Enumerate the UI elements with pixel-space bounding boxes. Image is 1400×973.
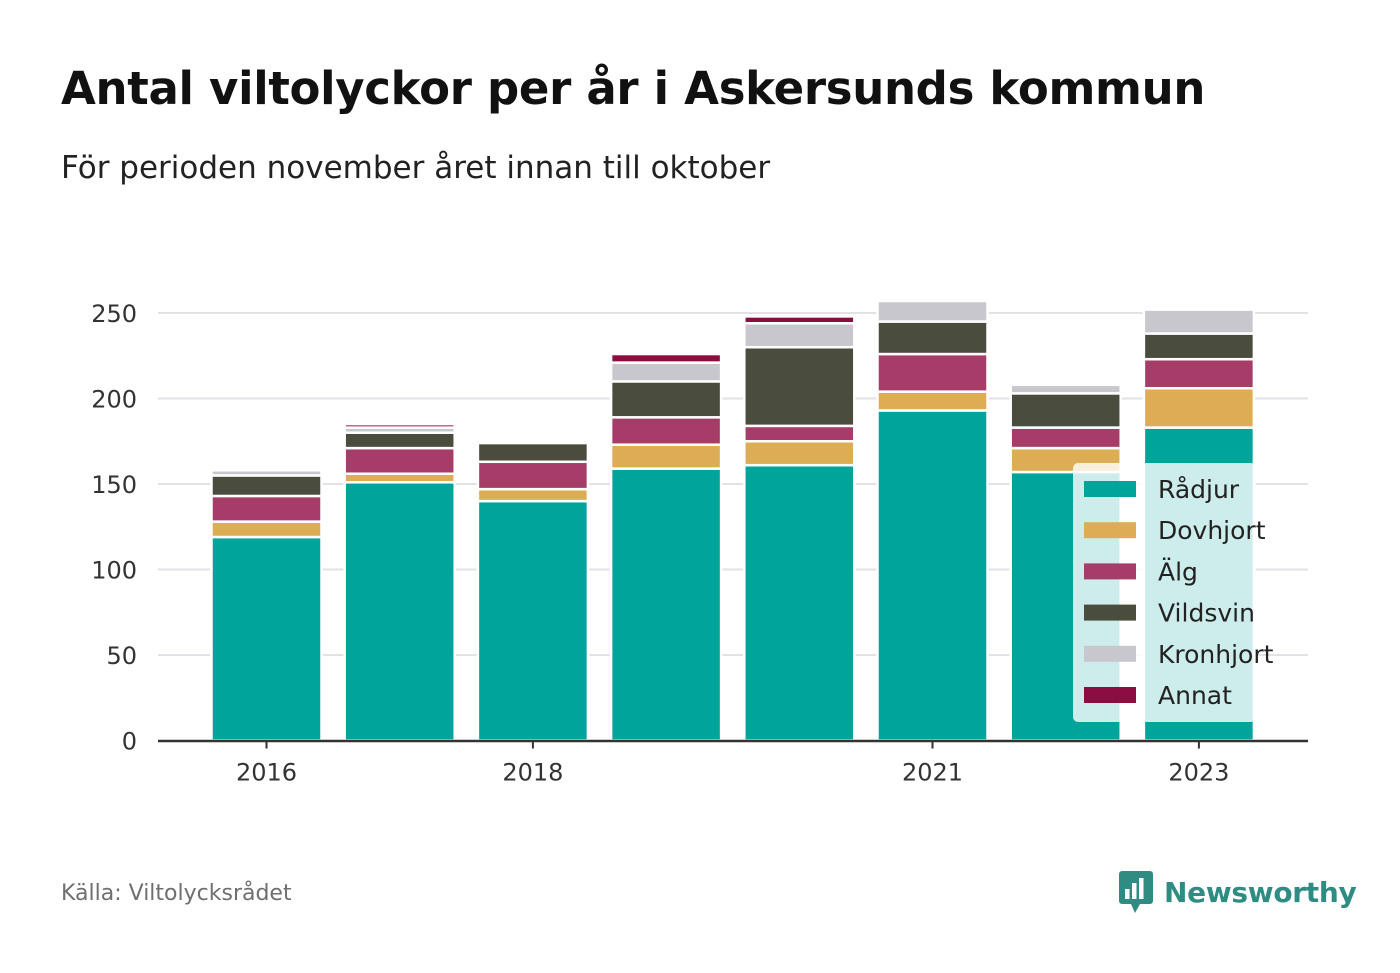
bar-segment bbox=[210, 535, 323, 742]
bar-segment bbox=[476, 499, 590, 742]
bar-segment bbox=[609, 467, 723, 742]
y-tick-label: 50 bbox=[106, 642, 137, 670]
x-axis-ticks: 2016 2018 2021 2023 bbox=[236, 741, 1229, 787]
bar-segment bbox=[1142, 386, 1256, 429]
legend-item: Älg bbox=[1084, 557, 1198, 586]
bar-segment bbox=[1142, 308, 1256, 335]
bar-segment bbox=[210, 469, 323, 477]
bar-segment bbox=[743, 322, 856, 349]
y-tick-label: 250 bbox=[91, 300, 137, 328]
legend-label: Vildsvin bbox=[1158, 599, 1255, 628]
bar-segment bbox=[609, 443, 723, 470]
bar-segment bbox=[210, 520, 323, 539]
bar-segment bbox=[343, 422, 456, 429]
bar-segment bbox=[743, 345, 856, 428]
legend: Rådjur Dovhjort Älg Vildsvin Kronhjort Annat bbox=[1073, 463, 1274, 722]
bar-segment bbox=[1009, 383, 1122, 395]
legend-item: Dovhjort bbox=[1084, 516, 1266, 545]
y-tick-label: 150 bbox=[91, 471, 137, 499]
x-tick-label: 2016 bbox=[236, 759, 297, 787]
bar-stack-2016 bbox=[210, 469, 323, 742]
x-tick-label: 2021 bbox=[902, 759, 963, 787]
legend-label: Dovhjort bbox=[1158, 516, 1266, 545]
y-tick-label: 100 bbox=[91, 557, 137, 585]
legend-label: Kronhjort bbox=[1158, 640, 1274, 669]
legend-swatch bbox=[1084, 645, 1136, 662]
brand-name: Newsworthy bbox=[1164, 875, 1357, 909]
bar-segment bbox=[876, 299, 989, 323]
legend-item: Rådjur bbox=[1084, 475, 1240, 504]
bar-segment bbox=[343, 481, 456, 742]
legend-item: Kronhjort bbox=[1084, 640, 1274, 669]
bar-stack-2018 bbox=[476, 440, 590, 742]
legend-label: Rådjur bbox=[1158, 475, 1240, 504]
bar-segment bbox=[343, 472, 456, 484]
legend-label: Annat bbox=[1158, 681, 1232, 710]
legend-swatch bbox=[1084, 563, 1136, 580]
bar-segment bbox=[1009, 426, 1122, 450]
bar-segment bbox=[743, 424, 856, 443]
x-tick-label: 2023 bbox=[1168, 759, 1229, 787]
bar-segment bbox=[609, 361, 723, 383]
bar-segment bbox=[876, 320, 989, 356]
bar-stack-2019 bbox=[609, 352, 723, 742]
bar-segment bbox=[743, 463, 856, 742]
bar-segment bbox=[343, 446, 456, 475]
bar-segment bbox=[476, 440, 590, 445]
bar-segment bbox=[609, 380, 723, 419]
chart-title: Antal viltolyckor per år i Askersunds ko… bbox=[61, 62, 1206, 115]
bar-segment bbox=[1142, 332, 1256, 361]
bar-segment bbox=[876, 390, 989, 412]
y-axis-ticks: 0 50 100 150 200 250 bbox=[91, 300, 137, 756]
y-tick-label: 200 bbox=[91, 386, 137, 414]
bar-segment bbox=[743, 440, 856, 467]
bar-segment bbox=[609, 352, 723, 364]
legend-swatch bbox=[1084, 522, 1136, 539]
bar-stack-2021 bbox=[876, 299, 989, 742]
newsworthy-logo-icon bbox=[1119, 871, 1153, 913]
legend-item: Annat bbox=[1084, 681, 1232, 710]
bar-segment bbox=[1009, 392, 1122, 429]
legend-swatch bbox=[1084, 481, 1136, 497]
legend-label: Älg bbox=[1158, 557, 1198, 586]
y-tick-label: 0 bbox=[122, 728, 137, 756]
bar-segment bbox=[476, 441, 590, 464]
x-tick-label: 2018 bbox=[502, 759, 563, 787]
source-note: Källa: Viltolycksrådet bbox=[61, 881, 292, 906]
legend-swatch bbox=[1084, 604, 1136, 621]
brand-logo: Newsworthy bbox=[1118, 868, 1357, 916]
bar-segment bbox=[476, 487, 590, 503]
bar-segment bbox=[210, 494, 323, 523]
legend-swatch bbox=[1084, 687, 1136, 703]
bar-segment bbox=[1142, 357, 1256, 390]
bar-segment bbox=[876, 352, 989, 393]
bar-segment bbox=[210, 474, 323, 498]
bar-segment bbox=[609, 416, 723, 446]
bar-segment bbox=[476, 460, 590, 491]
stacked-bar-chart: 0 50 100 150 200 250 2016 2018 2021 2023 Rådjur D… bbox=[91, 299, 1308, 787]
bar-stack-2017 bbox=[343, 422, 456, 742]
bar-stack-2020 bbox=[743, 315, 856, 742]
legend-item: Vildsvin bbox=[1084, 599, 1255, 628]
bar-segment bbox=[743, 315, 856, 325]
chart-subtitle: För perioden november året innan till ok… bbox=[61, 150, 771, 186]
bar-segment bbox=[876, 409, 989, 742]
bar-segment bbox=[343, 431, 456, 450]
